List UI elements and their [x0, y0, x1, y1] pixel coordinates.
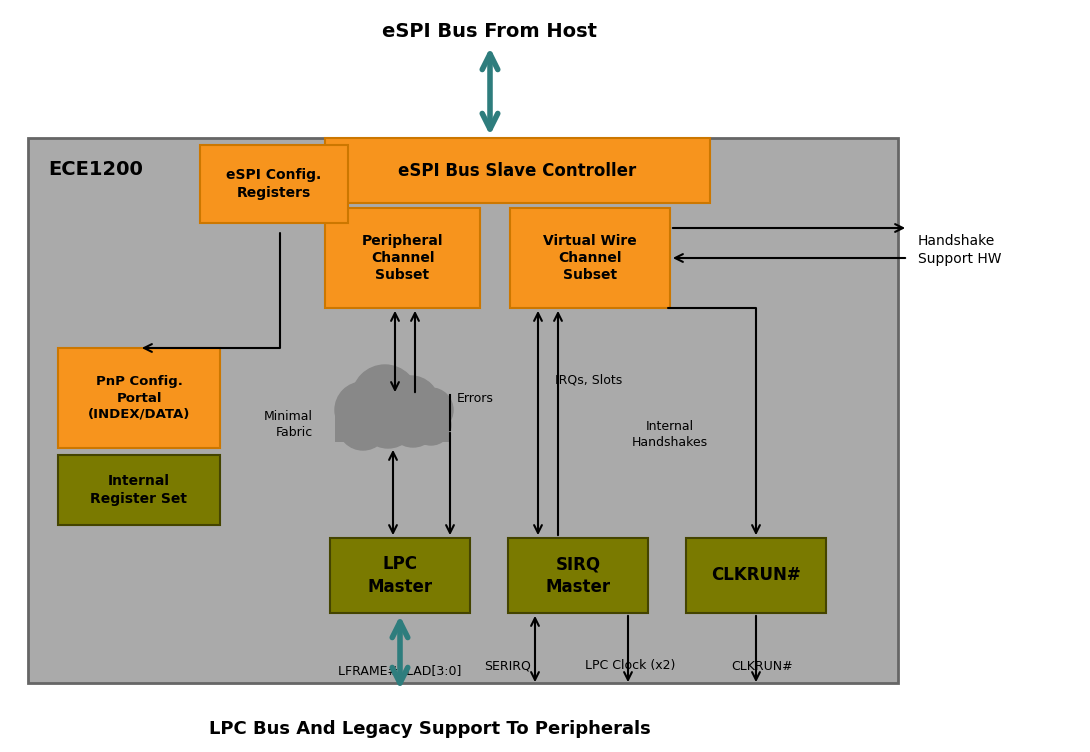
Text: PnP Config.
Portal
(INDEX/DATA): PnP Config. Portal (INDEX/DATA) [88, 375, 190, 420]
Circle shape [383, 376, 439, 432]
Text: eSPI Bus Slave Controller: eSPI Bus Slave Controller [398, 162, 637, 180]
Text: IRQs, Slots: IRQs, Slots [555, 374, 622, 387]
Text: Minimal
Fabric: Minimal Fabric [264, 411, 313, 439]
Text: LPC Clock (x2): LPC Clock (x2) [585, 660, 675, 672]
FancyBboxPatch shape [199, 145, 348, 223]
Circle shape [338, 400, 388, 450]
Circle shape [352, 365, 417, 431]
Text: CLKRUN#: CLKRUN# [711, 566, 801, 584]
Circle shape [411, 405, 451, 445]
Text: CLKRUN#: CLKRUN# [731, 660, 792, 672]
Text: SIRQ
Master: SIRQ Master [545, 556, 610, 596]
Text: SERIRQ: SERIRQ [485, 660, 532, 672]
Text: LPC
Master: LPC Master [367, 556, 433, 596]
FancyBboxPatch shape [325, 208, 480, 308]
Circle shape [388, 397, 438, 447]
Text: LPC Bus And Legacy Support To Peripherals: LPC Bus And Legacy Support To Peripheral… [209, 720, 651, 738]
Text: eSPI Bus From Host: eSPI Bus From Host [383, 22, 597, 41]
FancyBboxPatch shape [335, 407, 450, 442]
FancyBboxPatch shape [330, 538, 470, 613]
FancyBboxPatch shape [28, 138, 898, 683]
FancyBboxPatch shape [58, 455, 220, 525]
FancyBboxPatch shape [325, 138, 710, 203]
FancyBboxPatch shape [508, 538, 647, 613]
FancyBboxPatch shape [58, 348, 220, 448]
Text: Virtual Wire
Channel
Subset: Virtual Wire Channel Subset [543, 234, 637, 282]
Text: LFRAME#, LAD[3:0]: LFRAME#, LAD[3:0] [338, 666, 462, 678]
Circle shape [335, 382, 391, 438]
Text: Handshake
Support HW: Handshake Support HW [918, 235, 1002, 265]
Text: ECE1200: ECE1200 [48, 160, 143, 179]
Circle shape [360, 392, 416, 448]
Text: Internal
Handshakes: Internal Handshakes [632, 420, 708, 450]
Circle shape [409, 388, 453, 432]
Text: Errors: Errors [457, 392, 494, 405]
FancyBboxPatch shape [510, 208, 670, 308]
FancyBboxPatch shape [686, 538, 826, 613]
Text: Internal
Register Set: Internal Register Set [90, 475, 187, 505]
Text: Peripheral
Channel
Subset: Peripheral Channel Subset [362, 234, 444, 282]
Text: eSPI Config.
Registers: eSPI Config. Registers [227, 168, 322, 199]
